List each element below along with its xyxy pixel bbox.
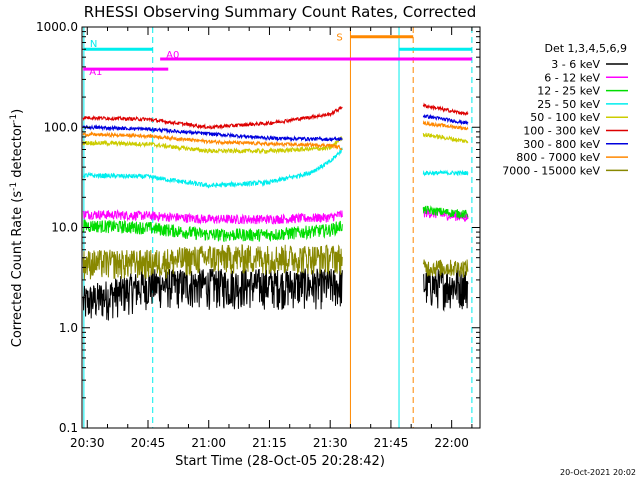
y-axis-label-sup2: -1 (9, 114, 19, 123)
plot-area: N A0 A1 S (82, 27, 473, 428)
series-4-segment-1 (82, 147, 343, 189)
x-tick-label-1: 20:30 (70, 436, 105, 450)
series-7-segment-2 (422, 113, 469, 126)
legend-label-3: 12 - 25 keV (537, 85, 600, 98)
y-axis-label: Corrected Count Rate (s-1 detector-1) (9, 109, 25, 347)
series-3-segment-1 (82, 219, 343, 243)
series-4-segment-2 (422, 169, 469, 177)
y-tick-label-4: 1.0 (59, 321, 78, 335)
x-tick-label-2: 20:45 (131, 436, 166, 450)
footer-date: 20-Oct-2021 20:02 (560, 468, 636, 477)
series-6-segment-1 (82, 105, 343, 130)
series-9-segment-1 (82, 244, 343, 280)
flag-label-A0: A0 (166, 50, 179, 61)
x-tick-label-3: 21:00 (191, 436, 226, 450)
series-3-segment-2 (422, 205, 469, 220)
legend-label-6: 100 - 300 keV (523, 125, 600, 138)
y-axis-label-sup1: -1 (9, 182, 19, 191)
series-1-segment-2 (422, 269, 469, 312)
legend-label-1: 3 - 6 keV (551, 58, 600, 71)
y-axis-label-mid: detector (10, 122, 25, 182)
legend-label-8: 800 - 7000 keV (516, 151, 600, 164)
legend-label-5: 50 - 100 keV (530, 111, 600, 124)
series-1-segment-1 (82, 267, 343, 321)
x-axis-label: Start Time (28-Oct-05 20:28:42) (175, 454, 385, 469)
y-tick-label-3: 10.0 (51, 221, 78, 235)
x-axis: 20:30 20:45 21:00 21:15 21:30 21:45 22:00 (70, 27, 473, 450)
x-tick-label-7: 22:00 (434, 436, 469, 450)
y-axis-label-close: ) (10, 109, 25, 114)
y-tick-label-5: 0.1 (59, 421, 78, 435)
legend-label-2: 6 - 12 keV (544, 71, 600, 84)
series-5-segment-2 (422, 132, 469, 144)
series-8-segment-1 (82, 131, 343, 151)
flag-label-N: N (90, 39, 97, 50)
y-axis: 1000.0 100.0 10.0 1.0 0.1 (36, 20, 480, 435)
series-2-segment-1 (82, 208, 343, 225)
x-tick-label-5: 21:30 (313, 436, 348, 450)
y-tick-label-2: 100.0 (44, 120, 78, 134)
series-8-segment-2 (422, 120, 469, 131)
series-6-segment-2 (422, 102, 469, 116)
series-9-segment-2 (422, 259, 469, 278)
legend-label-9: 7000 - 15000 keV (502, 164, 600, 177)
series-7-segment-1 (82, 124, 343, 143)
x-tick-label-6: 21:45 (374, 436, 409, 450)
y-axis-label-main: Corrected Count Rate (s (10, 191, 25, 348)
chart-title: RHESSI Observing Summary Count Rates, Co… (84, 3, 477, 21)
flag-label-A1: A1 (89, 67, 102, 78)
legend-label-7: 300 - 800 keV (523, 138, 600, 151)
flag-label-S: S (336, 33, 342, 44)
x-tick-label-4: 21:15 (252, 436, 287, 450)
legend-title: Det 1,3,4,5,6,9 (544, 42, 627, 55)
y-tick-label-1: 1000.0 (36, 20, 78, 34)
series-5-segment-1 (82, 136, 343, 155)
legend-label-4: 25 - 50 keV (537, 98, 600, 111)
